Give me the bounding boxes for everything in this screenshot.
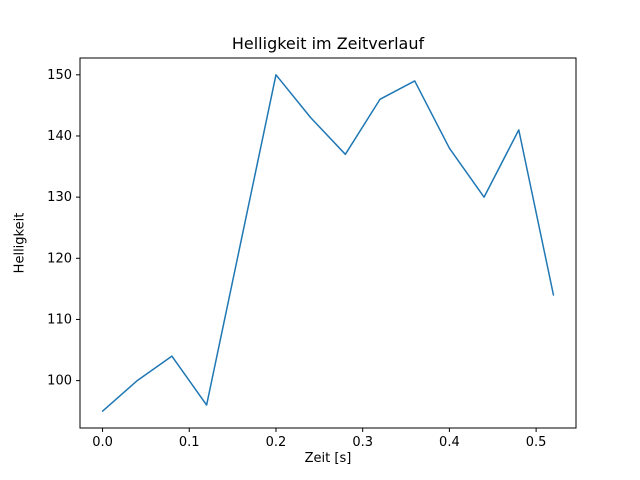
y-tick-label: 130	[47, 190, 72, 205]
x-tick-label: 0.0	[92, 435, 113, 450]
x-axis-label: Zeit [s]	[304, 451, 352, 466]
x-tick-label: 0.1	[179, 435, 200, 450]
x-tick-label: 0.3	[352, 435, 373, 450]
data-line	[101, 74, 555, 412]
y-tick-label: 120	[47, 251, 72, 266]
axes-frame	[79, 57, 577, 429]
x-tick-label: 0.5	[526, 435, 547, 450]
chart-title: Helligkeit im Zeitverlauf	[231, 34, 425, 53]
y-tick-label: 140	[47, 129, 72, 144]
y-tick-label: 110	[47, 312, 72, 327]
x-tick-label: 0.2	[266, 435, 287, 450]
x-tick-label: 0.4	[439, 435, 460, 450]
y-tick-label: 100	[47, 374, 72, 389]
y-tick-label: 150	[47, 68, 72, 83]
y-axis-label: Helligkeit	[12, 212, 28, 274]
